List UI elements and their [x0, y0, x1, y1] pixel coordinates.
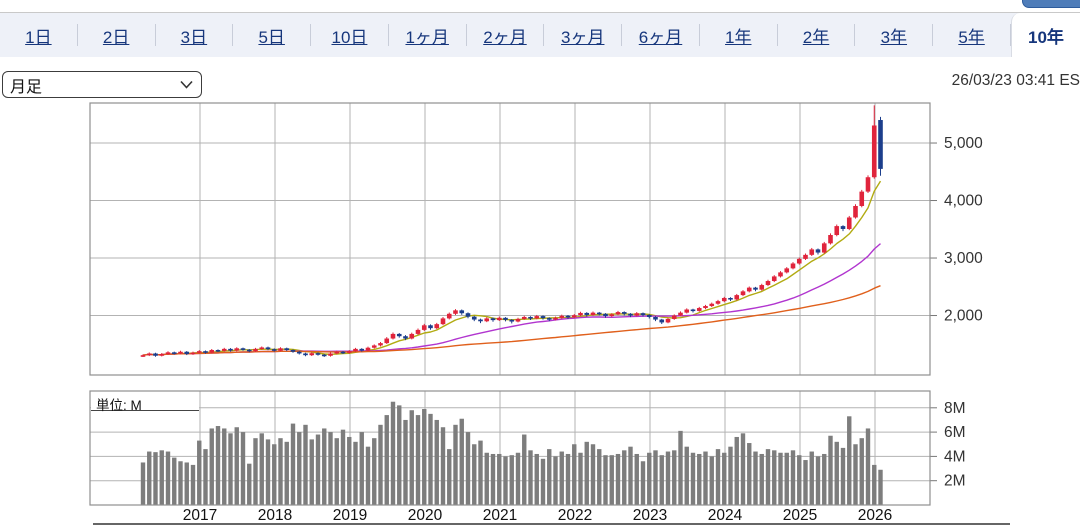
year-label: 2024: [708, 507, 743, 524]
period-tab-6ヶ月[interactable]: 6ヶ月: [622, 13, 699, 57]
period-tab-label: 6ヶ月: [638, 27, 683, 47]
timeframe-select-value: 月足: [10, 78, 43, 96]
period-tab-label: 1日: [25, 27, 52, 47]
period-tab-label: 5年: [958, 27, 985, 47]
period-tab-label: 3日: [180, 27, 208, 47]
year-label: 2018: [258, 507, 292, 524]
price-panel: [89, 102, 931, 376]
period-tab-label: 2年: [802, 27, 830, 47]
volume-axis-label: 6M: [944, 424, 966, 441]
year-label: 2022: [558, 507, 592, 524]
period-tab-label: 10日: [331, 27, 368, 47]
year-label: 2021: [483, 507, 517, 524]
period-tab-10日[interactable]: 10日: [311, 13, 388, 57]
volume-panel: [89, 390, 931, 506]
volume-unit-label: 単位: M: [91, 392, 199, 413]
price-axis-label: 2,000: [944, 308, 983, 325]
tab-divider: [1009, 24, 1011, 46]
period-tab-3年[interactable]: 3年: [855, 13, 932, 57]
period-tab-1年[interactable]: 1年: [700, 13, 777, 57]
period-tab-2日[interactable]: 2日: [78, 13, 155, 57]
period-tab-3日[interactable]: 3日: [156, 13, 233, 57]
year-label: 2017: [183, 507, 217, 524]
period-tab-label: 2日: [102, 27, 130, 47]
tab-divider: [776, 24, 778, 46]
volume-series: [140, 401, 883, 505]
ma-line-mid: [142, 243, 881, 356]
period-tab-label: 1ヶ月: [405, 27, 449, 47]
tab-divider: [154, 24, 156, 46]
tab-divider: [76, 24, 78, 46]
top-strip: [0, 0, 1080, 13]
tab-divider: [465, 24, 467, 46]
volume-axis-label: 8M: [944, 400, 966, 417]
moving-average-lines: [142, 180, 882, 356]
tab-divider: [310, 24, 312, 46]
period-tab-label: 3年: [880, 27, 908, 47]
year-label: 2025: [783, 507, 817, 524]
period-tab-5年[interactable]: 5年: [933, 13, 1010, 57]
quote-timestamp: 26/03/23 03:41 ES: [951, 72, 1080, 89]
volume-axis-label: 4M: [944, 448, 966, 465]
period-tab-10年[interactable]: 10年: [1010, 13, 1080, 57]
year-label: 2026: [858, 507, 892, 524]
tab-divider: [621, 24, 623, 46]
period-tab-label: 1年: [725, 27, 752, 47]
tab-divider: [387, 24, 389, 46]
period-tab-2ヶ月[interactable]: 2ヶ月: [467, 13, 544, 57]
period-tab-1日[interactable]: 1日: [0, 13, 77, 57]
year-label: 2019: [333, 507, 367, 524]
price-axis-label: 3,000: [944, 250, 983, 267]
tab-divider: [854, 24, 856, 46]
tab-divider: [232, 24, 234, 46]
period-tab-label: 3ヶ月: [561, 27, 605, 47]
timeframe-select[interactable]: 月足: [2, 71, 202, 98]
period-tab-label: 2ヶ月: [483, 27, 527, 47]
price-axis-label: 5,000: [944, 135, 983, 152]
tab-divider: [543, 24, 545, 46]
period-tab-1ヶ月[interactable]: 1ヶ月: [389, 13, 466, 57]
tab-divider: [698, 24, 700, 46]
period-tab-5日[interactable]: 5日: [233, 13, 310, 57]
year-label: 2023: [633, 507, 667, 524]
period-tab-label: 10年: [1027, 27, 1064, 47]
cutoff-blue-button[interactable]: [1022, 0, 1080, 8]
tab-divider: [932, 24, 934, 46]
period-tab-label: 5日: [258, 27, 285, 47]
volume-axis-label: 2M: [944, 473, 966, 490]
period-tab-3ヶ月[interactable]: 3ヶ月: [544, 13, 621, 57]
ma-line-short: [142, 180, 882, 356]
axes: 5,000 4,000 3,000 2,000 8M 6M 4M 2M 2017 2018 2019…: [89, 102, 1010, 525]
ma-line-long: [142, 285, 881, 356]
chevron-down-icon: [180, 80, 193, 89]
period-tab-2年[interactable]: 2年: [778, 13, 855, 57]
price-axis-label: 4,000: [944, 193, 983, 210]
year-label: 2020: [408, 507, 443, 524]
period-tabbar: 1日 2日 3日 5日 10日 1ヶ月 2ヶ月 3ヶ月 6ヶ月 1年 2年 3年 5年 10年: [0, 13, 1080, 57]
candlestick-series: [140, 105, 883, 358]
